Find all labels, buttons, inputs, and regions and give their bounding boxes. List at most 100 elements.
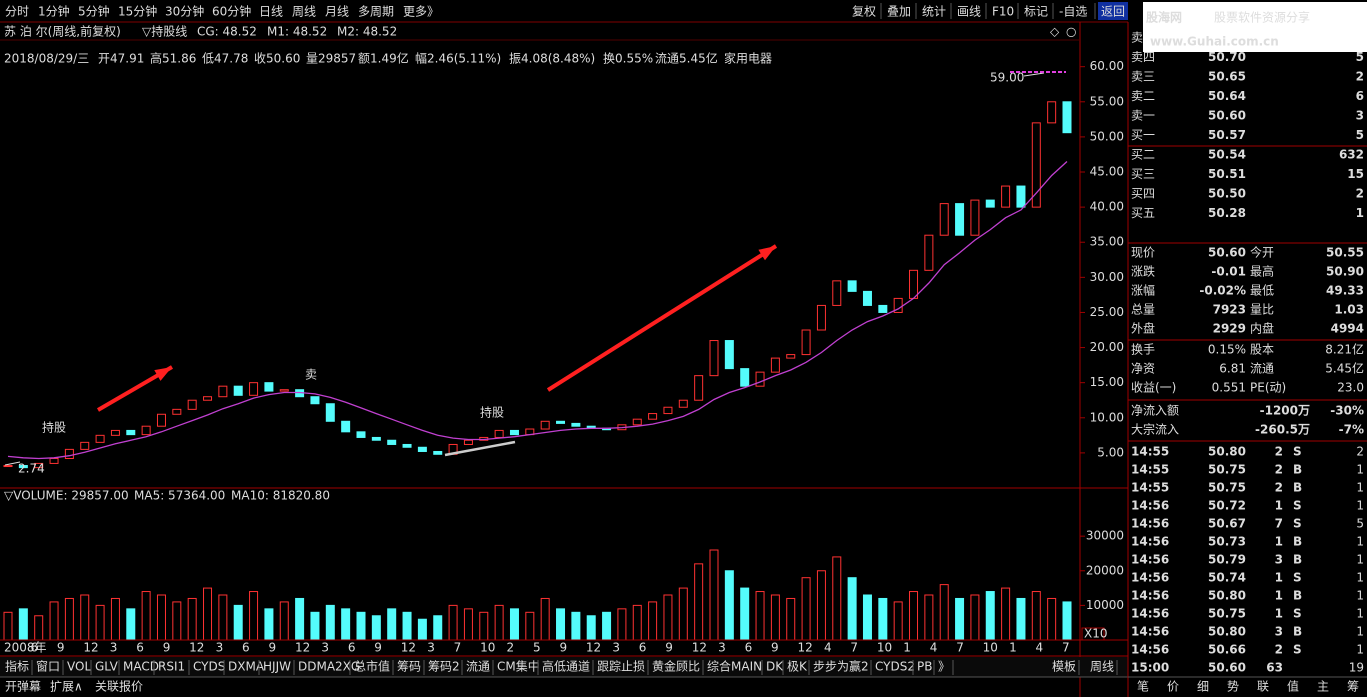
menu-item[interactable]: 多周期 xyxy=(358,5,394,19)
candle xyxy=(218,385,228,398)
menu-item[interactable]: 统计 xyxy=(922,5,946,19)
x-tick-label: 12 xyxy=(189,641,204,655)
menu-item[interactable]: 5分钟 xyxy=(78,4,110,19)
menu-item[interactable]: 返回 xyxy=(1101,5,1125,19)
bottom-tab[interactable]: 扩展∧ xyxy=(50,680,83,694)
indicator-tab[interactable]: 指标 xyxy=(5,659,29,674)
indicator-tab[interactable]: MACD xyxy=(123,660,159,674)
quote-label: 现价 xyxy=(1131,246,1155,260)
quote-value: 2929 xyxy=(1213,322,1246,336)
menu-item[interactable]: 周线 xyxy=(292,5,316,19)
indicator-tab[interactable]: VOL xyxy=(67,660,91,674)
volume-bar xyxy=(724,570,734,641)
x-tick-label: 1 xyxy=(903,641,911,655)
panel-tab[interactable]: 主 xyxy=(1317,680,1329,694)
flow-pct: -7% xyxy=(1339,423,1364,437)
stock-info: 苏 泊 尔(周线,前复权) xyxy=(4,24,121,39)
indicator-tab[interactable]: PB xyxy=(917,660,932,674)
panel-tab[interactable]: 值 xyxy=(1287,679,1299,694)
x-tick-label: 10 xyxy=(877,641,892,655)
volume-bar xyxy=(924,594,934,641)
candle xyxy=(371,436,381,441)
book-volume: 632 xyxy=(1339,148,1364,162)
panel-tab[interactable]: 联 xyxy=(1257,680,1269,694)
book-price: 50.50 xyxy=(1208,187,1246,201)
volume-bar xyxy=(325,604,335,641)
panel-tab[interactable]: 势 xyxy=(1227,680,1239,694)
x-tick-label: 9 xyxy=(163,641,171,655)
indicator-tab[interactable]: HJJW xyxy=(263,660,291,674)
panel-tab[interactable]: 细 xyxy=(1197,680,1209,694)
indicator-tab[interactable]: 高低通道 xyxy=(542,659,590,674)
menu-item[interactable]: 分时 xyxy=(5,5,29,19)
book-volume: 6 xyxy=(1356,89,1364,103)
indicator-tab[interactable]: DXMA xyxy=(228,660,265,674)
candle xyxy=(556,420,566,424)
indicator-tab[interactable]: 总市值 xyxy=(354,659,390,674)
y-tick-label: 30.00 xyxy=(1090,270,1124,284)
indicator-tab[interactable]: 流通 xyxy=(466,660,490,674)
candle xyxy=(678,399,688,408)
book-label: 买二 xyxy=(1131,148,1155,162)
panel-tab[interactable]: 价 xyxy=(1167,680,1179,694)
menu-item[interactable]: 日线 xyxy=(259,5,283,19)
trade-price: 50.73 xyxy=(1208,535,1246,549)
menu-item[interactable]: 15分钟 xyxy=(118,4,157,19)
menu-item[interactable]: 更多》 xyxy=(403,5,439,19)
bottom-tab[interactable]: 关联报价 xyxy=(95,679,143,694)
trade-side: S xyxy=(1293,607,1302,621)
menu-item[interactable]: 60分钟 xyxy=(212,4,251,19)
menu-item[interactable]: 叠加 xyxy=(887,5,911,19)
y-tick-label: 15.00 xyxy=(1090,375,1124,389)
volume-bar xyxy=(909,591,919,641)
indicator-tab[interactable]: 周线 xyxy=(1090,660,1114,674)
indicator-tab[interactable]: 跟踪止损 xyxy=(597,660,645,674)
indicator-tab[interactable]: 模板 xyxy=(1052,660,1076,674)
menu-item[interactable]: -自选 xyxy=(1059,5,1087,19)
menu-item[interactable]: 复权 xyxy=(852,5,876,19)
indicator-tab[interactable]: RSI1 xyxy=(158,660,185,674)
indicator-tab[interactable]: CYDS2 xyxy=(875,660,915,674)
trade-volume: 1 xyxy=(1275,499,1283,513)
book-label: 卖二 xyxy=(1131,89,1155,103)
menu-item[interactable]: 1分钟 xyxy=(38,4,70,19)
menu-item[interactable]: 30分钟 xyxy=(165,4,204,19)
menu-item[interactable]: 画线 xyxy=(957,5,981,19)
volume-bar xyxy=(172,601,182,641)
indicator-tab[interactable]: 步步为赢2 xyxy=(813,659,869,674)
indicator-tab[interactable]: 筹码 xyxy=(397,660,421,674)
indicator-tab[interactable]: GLV xyxy=(95,660,119,674)
volume-bar xyxy=(203,587,213,641)
indicator-tab[interactable]: CYDS xyxy=(193,660,225,674)
trade-time: 14:56 xyxy=(1131,571,1169,585)
quote-label: 今开 xyxy=(1250,245,1274,260)
volume-bar xyxy=(387,608,397,641)
indicator-tab[interactable]: 窗口 xyxy=(36,660,60,674)
indicator-tab[interactable]: 极K xyxy=(787,660,808,674)
candle xyxy=(126,429,136,436)
candle xyxy=(433,450,443,455)
indicator-tab[interactable]: DDMA2XG xyxy=(298,660,360,674)
x-tick-label: 4 xyxy=(824,641,832,655)
indicator-tab[interactable]: CM集中 xyxy=(497,659,540,674)
menu-item[interactable]: F10 xyxy=(992,5,1014,19)
indicator-tab[interactable]: 黄金顾比 xyxy=(652,659,700,674)
panel-tab[interactable]: 筹 xyxy=(1347,680,1359,694)
volume-bar xyxy=(770,594,780,641)
volume-bar xyxy=(1031,591,1041,641)
volume-bar xyxy=(95,604,105,641)
menu-item[interactable]: 标记 xyxy=(1024,5,1048,19)
indicator-tab[interactable]: 筹码2 xyxy=(428,660,460,674)
trade-volume: 7 xyxy=(1275,517,1283,531)
y-tick-label: 40.00 xyxy=(1090,200,1124,214)
quote-field: 额1.49亿 xyxy=(358,51,409,66)
indicator-tab[interactable]: 》 xyxy=(938,660,950,674)
x-tick-label: 3 xyxy=(718,641,726,655)
menu-item[interactable]: 月线 xyxy=(325,5,349,19)
panel-tab[interactable]: 笔 xyxy=(1137,679,1149,694)
indicator-tab[interactable]: 综合MAIN xyxy=(707,659,762,674)
quote-field: 换0.55% xyxy=(603,52,653,66)
indicator-tab[interactable]: DK xyxy=(766,660,784,674)
bottom-tab[interactable]: 开弹幕 xyxy=(5,680,41,694)
